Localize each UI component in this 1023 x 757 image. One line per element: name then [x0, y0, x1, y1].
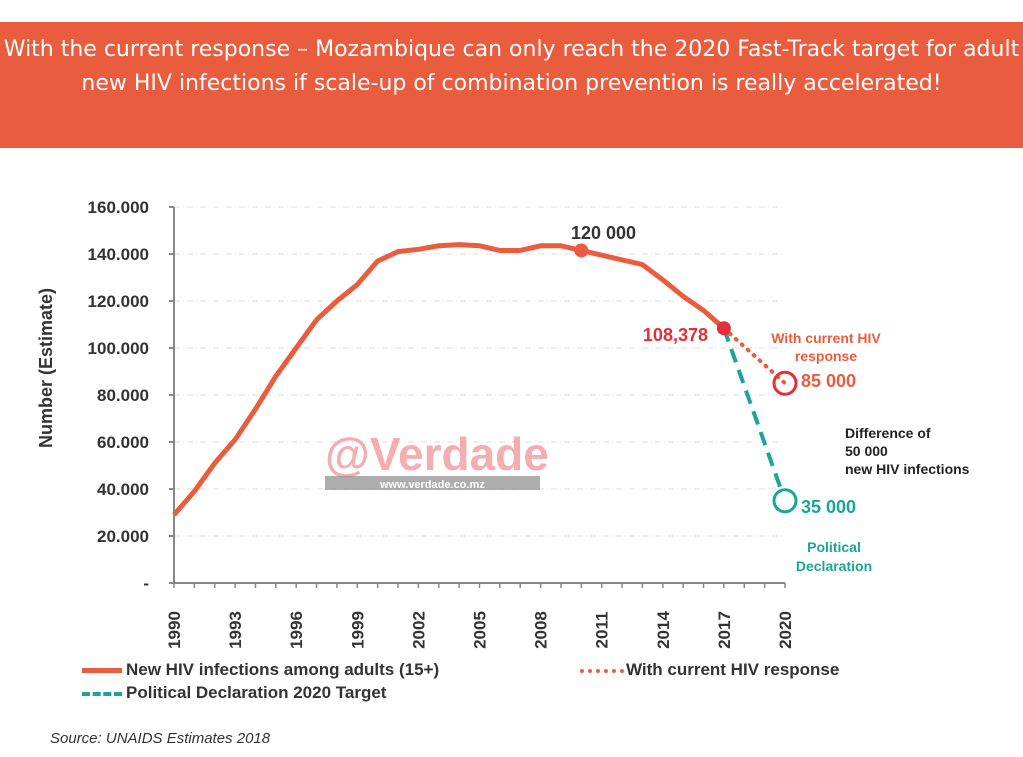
- legend-label-main: New HIV infections among adults (15+): [126, 660, 440, 679]
- y-tick-label: 20.000: [97, 527, 149, 546]
- current-response-label-2: response: [795, 348, 857, 364]
- x-tick-label: 2017: [715, 611, 734, 649]
- difference-line3: new HIV infections: [845, 461, 970, 477]
- y-tick-label: 100.000: [88, 339, 149, 358]
- y-tick-label: 40.000: [97, 480, 149, 499]
- y-tick-label: 60.000: [97, 433, 149, 452]
- y-tick-label: 120.000: [88, 292, 149, 311]
- watermark-bar: [325, 476, 540, 490]
- source-note: Source: UNAIDS Estimates 2018: [50, 730, 271, 747]
- series-line-2: [722, 327, 787, 502]
- legend-main: New HIV infections among adults (15+): [82, 660, 439, 680]
- x-tick-label: 2011: [593, 612, 612, 649]
- x-tick-label: 2005: [471, 611, 490, 649]
- x-tick-label: 1990: [165, 611, 184, 649]
- legend-label-current: With current HIV response: [626, 660, 840, 679]
- title-banner: With the current response – Mozambique c…: [0, 22, 1023, 148]
- x-tick-label: 1996: [287, 611, 306, 649]
- current-value-label: 108,378: [643, 325, 708, 345]
- y-axis-label: Number (Estimate): [36, 288, 56, 448]
- x-tick-label: 1993: [226, 611, 245, 649]
- y-tick-label: -: [143, 574, 149, 593]
- target-label: Political: [807, 539, 861, 555]
- value-35000: 35 000: [801, 497, 856, 517]
- legend-swatch-target: [82, 691, 122, 696]
- difference-line2: 50 000: [845, 443, 888, 459]
- marker-35000: [772, 488, 798, 514]
- legend-swatch-main: [82, 668, 122, 674]
- x-tick-label: 2014: [654, 611, 673, 649]
- x-tick-label: 2020: [776, 611, 795, 649]
- legend-current: With current HIV response: [580, 660, 839, 680]
- value-85000: 85 000: [801, 371, 856, 391]
- series-line-0: [172, 242, 726, 517]
- y-tick-label: 80.000: [97, 386, 149, 405]
- y-tick-label: 160.000: [88, 198, 149, 217]
- legend-target: Political Declaration 2020 Target: [82, 683, 386, 703]
- marker-peak: [574, 243, 589, 258]
- series-line-1: [721, 326, 787, 386]
- marker-85000: [772, 370, 798, 396]
- target-label-2: Declaration: [796, 558, 872, 574]
- x-tick-label: 1999: [348, 611, 367, 649]
- x-tick-label: 2008: [532, 611, 551, 649]
- current-response-label: With current HIV: [771, 330, 881, 346]
- y-tick-label: 140.000: [88, 245, 149, 264]
- legend-label-target: Political Declaration 2020 Target: [126, 683, 387, 702]
- difference-line1: Difference of: [845, 425, 931, 441]
- watermark-url: www.verdade.co.mz: [379, 479, 485, 491]
- watermark-logo: @Verdade: [325, 428, 549, 480]
- marker-current: [716, 321, 731, 336]
- peak-label: 120 000: [571, 223, 636, 243]
- legend-swatch-current: [580, 668, 624, 673]
- x-tick-label: 2002: [409, 611, 428, 649]
